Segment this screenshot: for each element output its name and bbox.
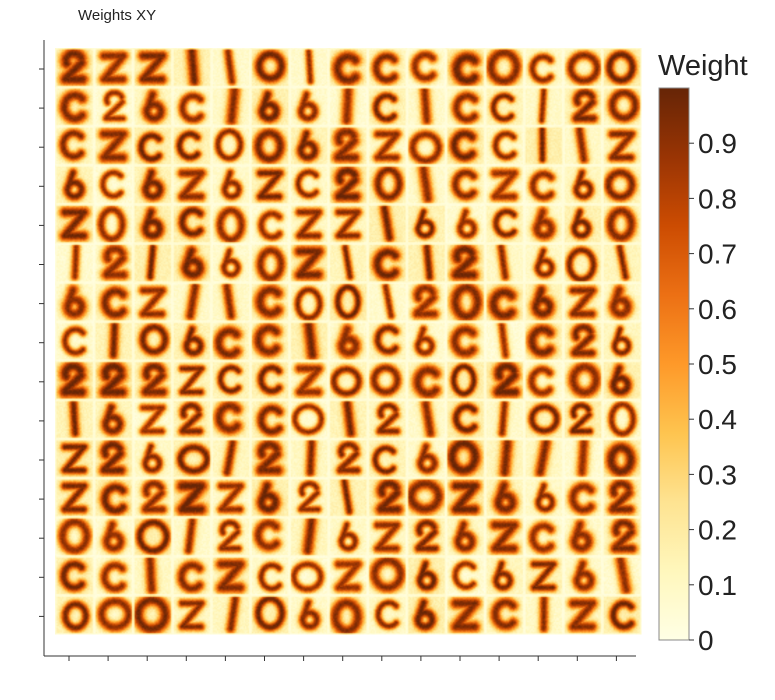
colorbar-tick-label: 0.2 [698, 515, 737, 546]
colorbar-tick-label: 0.9 [698, 128, 737, 159]
colorbar-tick-label: 0.8 [698, 183, 737, 214]
y-axis-ticks [39, 68, 44, 617]
colorbar-ticks: 0 0.1 0.2 0.3 0.4 0.5 0.6 0.7 0.8 0.9 [689, 128, 737, 656]
colorbar [658, 87, 690, 641]
heatmap-image [55, 48, 642, 635]
colorbar-tick-label: 0.3 [698, 459, 737, 490]
x-axis-ticks [68, 656, 617, 661]
colorbar-tick-label: 0.6 [698, 294, 737, 325]
heatmap-area [55, 48, 642, 635]
colorbar-tick-label: 0.5 [698, 349, 737, 380]
colorbar-tick-label: 0.7 [698, 239, 737, 270]
colorbar-tick-label: 0.1 [698, 570, 737, 601]
colorbar-title: Weight [658, 50, 748, 82]
colorbar-tick-label: 0 [698, 625, 714, 656]
chart-title: Weights XY [78, 7, 156, 24]
colorbar-tick-label: 0.4 [698, 404, 737, 435]
